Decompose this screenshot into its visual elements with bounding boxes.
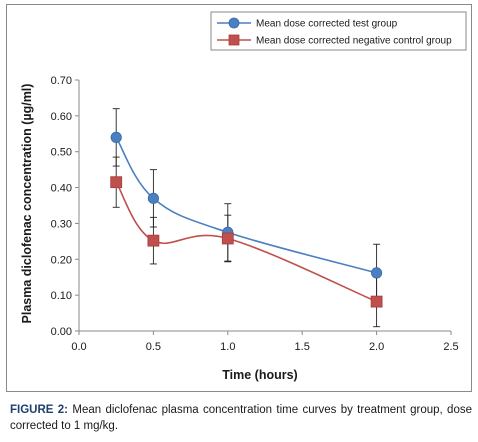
data-point-2: [221, 232, 234, 245]
line-chart: 0.00 0.10 0.20 0.30 0.40 0.50 0.60 0.70 0.0 0.5 1.…: [20, 11, 467, 382]
series-line-2: [115, 181, 377, 303]
caption-label: FIGURE 2:: [10, 404, 69, 416]
y-tick-label: 0.30: [51, 218, 72, 230]
figure-caption: FIGURE 2: Mean diclofenac plasma concent…: [10, 402, 472, 434]
legend-swatch-marker: [228, 17, 240, 29]
x-tick-label: 2.0: [369, 341, 384, 353]
data-point-1: [147, 192, 159, 204]
y-tick-label: 0.40: [51, 183, 72, 195]
y-tick-label: 0.70: [51, 75, 72, 87]
data-point-1: [370, 267, 383, 279]
legend-entry-label: Mean dose corrected test group: [256, 19, 398, 30]
y-tick-label: 0.50: [51, 147, 72, 159]
chart-frame: 0.00 0.10 0.20 0.30 0.40 0.50 0.60 0.70 0.0 0.5 1.…: [6, 4, 472, 392]
y-tick-label: 0.10: [51, 290, 72, 302]
caption-text: Mean diclofenac plasma concentration tim…: [10, 404, 472, 432]
x-tick-label: 0.5: [146, 341, 161, 353]
y-tick-label: 0.60: [51, 111, 72, 123]
x-axis-title: Time (hours): [222, 368, 297, 382]
data-point-2: [147, 234, 160, 247]
x-tick-label: 1.0: [220, 341, 235, 353]
x-tick-label: 2.5: [443, 341, 458, 353]
legend-swatch-marker: [228, 34, 240, 46]
y-tick-label: 0.20: [51, 254, 72, 266]
data-point-2: [110, 176, 123, 189]
data-point-2: [370, 295, 383, 308]
y-axis-title: Plasma diclofenac concentration (µg/ml): [20, 84, 34, 324]
data-point-1: [110, 131, 122, 143]
legend-entry-label: Mean dose corrected negative control gro…: [256, 36, 452, 47]
x-tick-label: 0.0: [71, 341, 86, 353]
x-tick-label: 1.5: [295, 341, 310, 353]
y-tick-label: 0.00: [51, 326, 72, 338]
legend-box: [210, 11, 467, 51]
series-line-1: [115, 136, 377, 274]
